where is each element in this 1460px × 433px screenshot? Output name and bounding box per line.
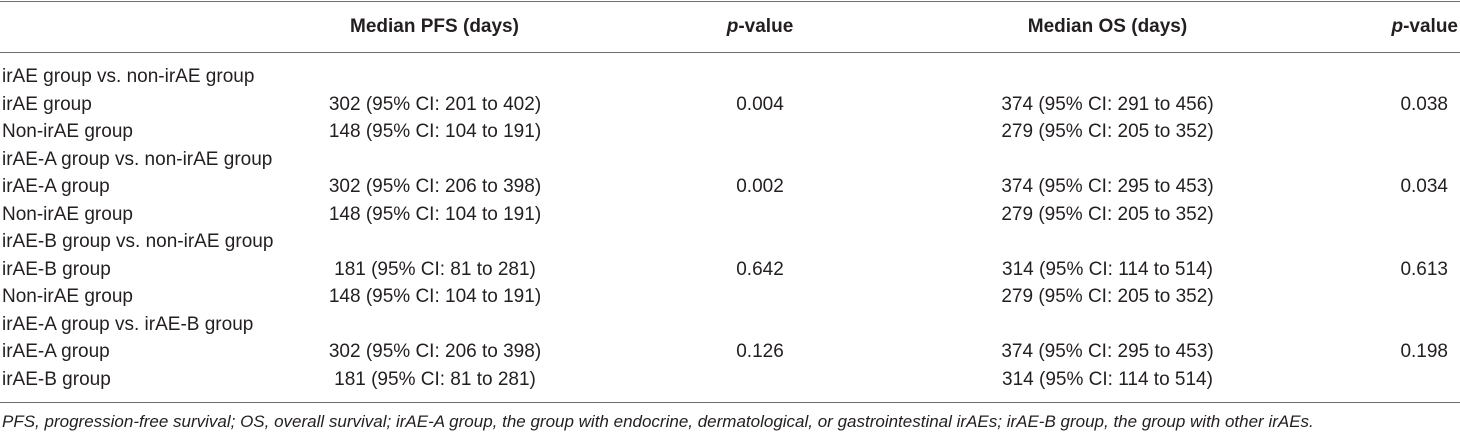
row-label: irAE group vs. non-irAE group	[2, 66, 255, 87]
median-os-cell: 374 (95% CI: 295 to 453)	[1001, 341, 1214, 362]
table-row: irAE-B group 181 (95% CI: 81 to 281) 314…	[0, 366, 1460, 394]
row-label: irAE-B group	[2, 368, 111, 390]
bottom-rule	[0, 402, 1460, 403]
p-value-os-cell: 0.613	[1400, 258, 1448, 280]
median-os-cell: 279 (95% CI: 205 to 352)	[1001, 121, 1214, 142]
median-pfs-cell: 302 (95% CI: 201 to 402)	[328, 93, 542, 115]
median-pfs-cell: 148 (95% CI: 104 to 191)	[328, 203, 542, 225]
table-row: Non-irAE group 148 (95% CI: 104 to 191) …	[0, 118, 1460, 146]
row-label: Non-irAE group	[2, 121, 133, 142]
p-italic: p	[726, 16, 739, 37]
row-label: Non-irAE group	[2, 286, 133, 307]
row-label: irAE-B group	[2, 258, 111, 280]
median-pfs-cell: 148 (95% CI: 104 to 191)	[328, 121, 542, 142]
p-suffix: -value	[738, 16, 794, 37]
table-row: irAE-A group vs. non-irAE group	[0, 146, 1460, 174]
median-os-cell: 314 (95% CI: 114 to 514)	[1002, 368, 1213, 390]
median-pfs-cell: 302 (95% CI: 206 to 398)	[328, 176, 542, 197]
row-label: Non-irAE group	[2, 203, 133, 225]
table-row: irAE-B group vs. non-irAE group	[0, 228, 1460, 256]
row-label: irAE group	[2, 93, 92, 115]
p-value-pfs-cell: 0.642	[736, 258, 784, 280]
row-label: irAE-A group	[2, 176, 110, 197]
table-row: Non-irAE group 148 (95% CI: 104 to 191) …	[0, 201, 1460, 229]
median-os-cell: 314 (95% CI: 114 to 514)	[1002, 258, 1213, 280]
header-p-value-os: p-value	[1391, 15, 1458, 39]
header-rule	[0, 52, 1460, 53]
row-label: irAE-A group	[2, 341, 110, 362]
table-body: irAE group vs. non-irAE group irAE group…	[0, 63, 1460, 393]
median-pfs-cell: 181 (95% CI: 81 to 281)	[334, 368, 536, 390]
table-row: Non-irAE group 148 (95% CI: 104 to 191) …	[0, 283, 1460, 311]
p-value-os-cell: 0.034	[1400, 176, 1448, 197]
median-os-cell: 374 (95% CI: 291 to 456)	[1001, 93, 1214, 115]
median-os-cell: 374 (95% CI: 295 to 453)	[1001, 176, 1214, 197]
p-value-os-cell: 0.198	[1400, 341, 1448, 362]
header-median-pfs: Median PFS (days)	[350, 16, 519, 37]
table-row: irAE group 302 (95% CI: 201 to 402) 0.00…	[0, 91, 1460, 119]
header-median-os: Median OS (days)	[1027, 16, 1188, 37]
median-pfs-cell: 181 (95% CI: 81 to 281)	[334, 258, 536, 280]
header-p-value-pfs: p-value	[700, 15, 820, 39]
top-rule	[0, 1, 1460, 2]
table-row: irAE-A group vs. irAE-B group	[0, 311, 1460, 339]
p-value-pfs-cell: 0.004	[736, 93, 784, 115]
median-os-cell: 279 (95% CI: 205 to 352)	[1001, 286, 1214, 307]
row-label: irAE-A group vs. irAE-B group	[2, 313, 254, 335]
median-os-cell: 279 (95% CI: 205 to 352)	[1001, 203, 1214, 225]
p-value-os-cell: 0.038	[1400, 93, 1448, 115]
p-value-pfs-cell: 0.002	[736, 176, 784, 197]
median-pfs-cell: 302 (95% CI: 206 to 398)	[328, 341, 542, 362]
p-value-pfs-cell: 0.126	[736, 341, 784, 362]
p-italic: p	[1391, 16, 1404, 37]
table-row: irAE group vs. non-irAE group	[0, 63, 1460, 91]
table-row: irAE-B group 181 (95% CI: 81 to 281) 0.6…	[0, 256, 1460, 284]
p-suffix: -value	[1403, 16, 1458, 37]
row-label: irAE-A group vs. non-irAE group	[2, 148, 273, 170]
median-pfs-cell: 148 (95% CI: 104 to 191)	[328, 286, 542, 307]
table-row: irAE-A group 302 (95% CI: 206 to 398) 0.…	[0, 338, 1460, 366]
table-row: irAE-A group 302 (95% CI: 206 to 398) 0.…	[0, 173, 1460, 201]
row-label: irAE-B group vs. non-irAE group	[2, 231, 274, 252]
table-footnote: PFS, progression-free survival; OS, over…	[2, 412, 1314, 431]
